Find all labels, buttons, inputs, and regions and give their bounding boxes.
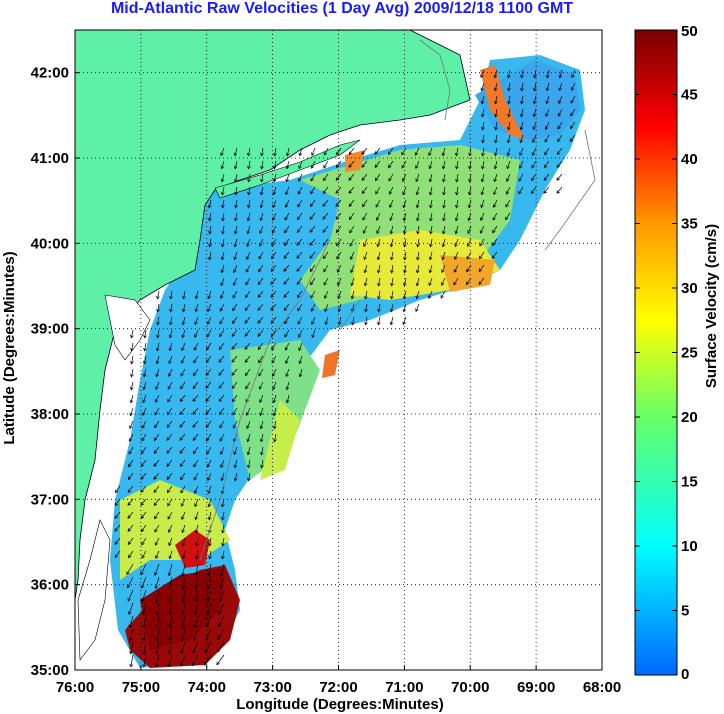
colorbar-tick-label: 0: [681, 666, 689, 683]
y-tick-label: 40:00: [31, 235, 69, 252]
y-tick-label: 35:00: [31, 662, 69, 679]
x-tick-label: 76:00: [56, 679, 94, 696]
colorbar-tick-label: 40: [681, 151, 698, 168]
x-tick-label: 73:00: [253, 679, 291, 696]
colorbar-label: Surface Velocity (cm/s): [703, 224, 720, 388]
colorbar-scale: [634, 29, 678, 676]
x-tick-label: 75:00: [122, 679, 160, 696]
map-title: Mid-Atlantic Raw Velocities (1 Day Avg) …: [110, 0, 574, 17]
x-tick-label: 68:00: [583, 679, 621, 696]
colorbar-tick-label: 10: [681, 538, 698, 555]
y-tick-label: 39:00: [31, 321, 69, 338]
colorbar-tick-label: 15: [681, 474, 698, 491]
y-axis-ticks: 42:00 41:00 40:00 39:00 38:00 37:00 36:00 35:00: [31, 65, 80, 679]
x-tick-label: 69:00: [517, 679, 555, 696]
colorbar-tick-label: 5: [681, 603, 689, 620]
velocity-field: [110, 55, 585, 668]
colorbar-tick-label: 25: [681, 345, 698, 362]
x-axis-label: Longitude (Degrees:Minutes): [236, 696, 444, 713]
y-tick-label: 42:00: [31, 65, 69, 82]
colorbar-tick-label: 30: [681, 280, 698, 297]
y-tick-label: 38:00: [31, 406, 69, 423]
land-masses: [75, 30, 471, 661]
colorbar-tick-label: 50: [681, 23, 698, 40]
colorbar-tick-label: 45: [681, 87, 698, 104]
y-tick-label: 37:00: [31, 491, 69, 508]
colorbar-tick-label: 20: [681, 409, 698, 426]
map-grid: [75, 30, 602, 670]
y-tick-label: 36:00: [31, 577, 69, 594]
x-tick-label: 74:00: [188, 679, 226, 696]
x-tick-label: 70:00: [451, 679, 489, 696]
colorbar-tick-label: 35: [681, 216, 698, 233]
bathymetry-contours: [199, 39, 596, 561]
velocity-vectors: [114, 69, 576, 668]
y-axis-label: Latitude (Degrees:Minutes): [1, 251, 18, 444]
x-axis-ticks: 76:00 75:00 74:00 73:00 72:00 71:00 70:00 69:00…: [56, 665, 621, 696]
x-tick-label: 71:00: [385, 679, 423, 696]
x-tick-label: 72:00: [319, 679, 357, 696]
y-tick-label: 41:00: [31, 150, 69, 167]
map-plot-area: [75, 30, 602, 670]
